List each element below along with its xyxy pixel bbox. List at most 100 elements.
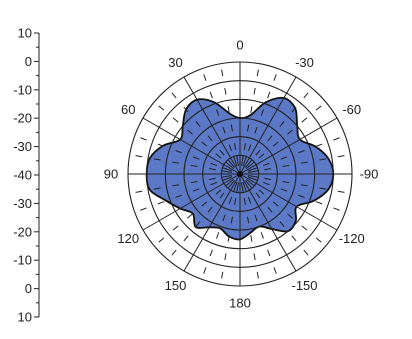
grid-tick-5-10 (221, 69, 224, 77)
grid-tick-5-280 (337, 155, 345, 158)
angle-label: 180 (229, 296, 251, 311)
grid-tick-2-80 (190, 164, 198, 167)
grid-tick-4-10 (224, 87, 227, 95)
grid-tick-3-50 (187, 129, 193, 135)
grid-tick-4-340 (267, 91, 271, 99)
grid-tick-2-130 (201, 201, 208, 207)
grid-tick-2-310 (272, 141, 279, 147)
grid-tick-4-190 (253, 253, 256, 261)
angle-label: 30 (168, 55, 182, 70)
grid-tick-5-200 (273, 267, 277, 274)
grid-tick-1-110 (210, 181, 218, 186)
grid-tick-3-80 (172, 161, 180, 164)
grid-tick-4-200 (267, 249, 271, 257)
radial-axis-label: -10 (13, 253, 32, 268)
grid-tick-1-160 (228, 196, 233, 204)
grid-tick-2-50 (201, 141, 208, 147)
radial-axis-label: 10 (18, 26, 32, 41)
grid-tick-1-130 (215, 189, 222, 195)
grid-tick-1-260 (264, 177, 271, 180)
grid-tick-3-110 (175, 194, 182, 198)
angle-label: 150 (165, 278, 187, 293)
grid-tick-5-50 (158, 105, 165, 111)
grid-tick-3-350 (250, 106, 253, 114)
grid-minor-spoke-250 (247, 176, 258, 181)
grid-tick-2-230 (272, 201, 279, 207)
grid-tick-3-140 (195, 221, 201, 227)
grid-tick-5-160 (203, 267, 207, 274)
grid-spoke-120 (142, 173, 241, 231)
grid-tick-4-140 (183, 235, 189, 242)
grid-tick-4-250 (315, 201, 323, 205)
grid-spoke-330 (239, 76, 297, 175)
grid-tick-1-140 (219, 192, 225, 199)
grid-minor-spoke-110 (222, 176, 233, 181)
grid-minor-spoke-290 (247, 167, 258, 172)
grid-tick-2-100 (190, 181, 198, 184)
grid-minor-spoke-70 (222, 167, 233, 172)
grid-tick-3-230 (287, 213, 293, 219)
grid-tick-4-110 (157, 201, 165, 205)
grid-tick-5-260 (337, 190, 345, 193)
grid-minor-spoke-80 (221, 170, 232, 174)
grid-tick-4-170 (224, 253, 227, 261)
grid-minor-spoke-280 (248, 170, 259, 174)
grid-tick-1-10 (234, 143, 237, 150)
grid-tick-1-170 (234, 198, 237, 205)
grid-tick-4-20 (209, 91, 213, 99)
grid-tick-1-230 (258, 189, 265, 195)
grid-tick-5-340 (273, 74, 277, 81)
grid-tick-1-190 (243, 198, 246, 205)
grid-tick-3-170 (227, 234, 230, 242)
grid-minor-spoke-190 (240, 182, 244, 193)
grid-tick-3-200 (260, 232, 264, 239)
grid-minor-spoke-350 (240, 155, 244, 166)
grid-tick-2-140 (207, 206, 213, 213)
grid-tick-5-290 (333, 137, 340, 141)
radial-axis-label: -30 (13, 196, 32, 211)
angle-label: -60 (342, 102, 361, 117)
grid-tick-4-50 (172, 117, 179, 123)
grid-minor-spoke-170 (236, 182, 240, 193)
grid-tick-5-170 (221, 271, 224, 279)
grid-minor-spoke-130 (225, 179, 234, 187)
grid-tick-3-320 (279, 121, 285, 127)
grid-minor-spoke-50 (225, 161, 234, 169)
grid-tick-4-260 (319, 187, 327, 190)
grid-tick-2-70 (192, 156, 200, 160)
radial-axis-label: -40 (13, 168, 32, 183)
radial-axis-label: -10 (13, 82, 32, 97)
grid-tick-3-260 (300, 184, 308, 187)
grid-tick-3-290 (298, 150, 305, 154)
grid-tick-1-250 (262, 181, 270, 186)
grid-tick-4-350 (253, 87, 256, 95)
grid-tick-5-110 (140, 207, 147, 211)
grid-tick-2-40 (207, 135, 213, 142)
grid-minor-spoke-10 (236, 155, 240, 166)
angle-label: 120 (117, 231, 139, 246)
grid-tick-3-130 (187, 213, 193, 219)
grid-tick-2-220 (267, 206, 273, 213)
grid-tick-2-160 (222, 214, 226, 222)
grid-minor-spoke-140 (227, 180, 235, 189)
grid-tick-5-230 (315, 237, 322, 243)
grid-minor-spoke-100 (221, 174, 232, 178)
grid-tick-2-200 (254, 214, 258, 222)
angle-label: -90 (360, 167, 379, 182)
grid-tick-5-100 (135, 190, 143, 193)
grid-tick-5-80 (135, 155, 143, 158)
grid-tick-5-250 (333, 207, 340, 211)
grid-spoke-30 (183, 76, 241, 175)
grid-tick-4-320 (291, 106, 297, 113)
radial-axis-label: -20 (13, 111, 32, 126)
grid-tick-5-220 (303, 249, 309, 256)
center-dot (237, 171, 243, 177)
angle-label: -120 (339, 231, 365, 246)
grid-tick-1-20 (228, 144, 233, 152)
grid-minor-spoke-260 (248, 174, 259, 178)
grid-tick-4-290 (315, 143, 323, 147)
grid-minor-spoke-230 (246, 179, 255, 187)
grid-tick-1-290 (262, 162, 270, 167)
grid-spoke-60 (142, 117, 241, 175)
grid-tick-2-10 (230, 124, 233, 132)
